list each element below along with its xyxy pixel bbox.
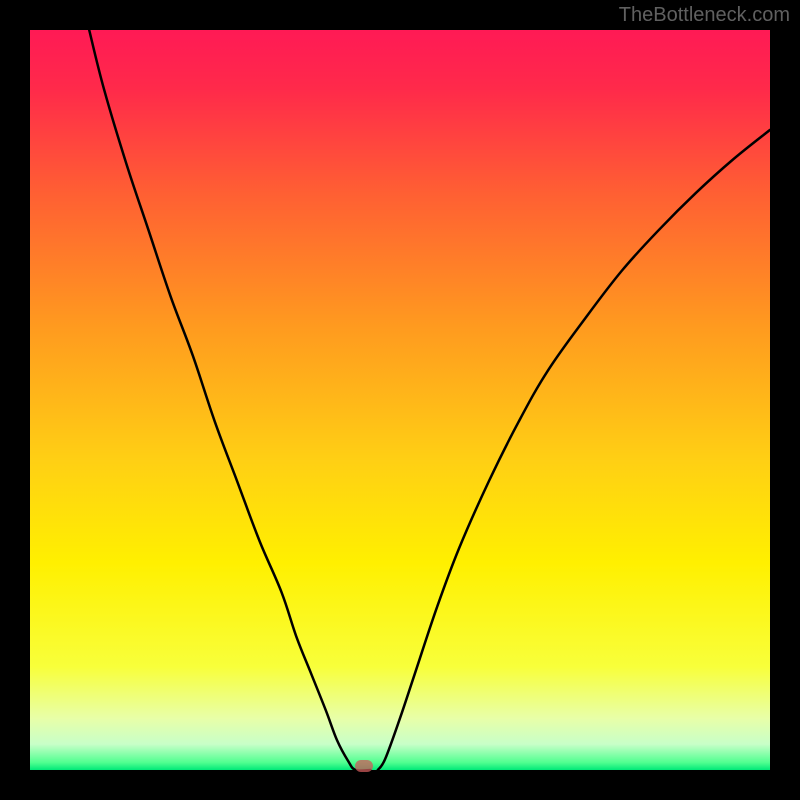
curve-left-branch [89, 30, 370, 770]
watermark-text: TheBottleneck.com [619, 4, 790, 27]
curve-layer [30, 30, 770, 770]
curve-right-branch [378, 130, 770, 770]
plot-area [30, 30, 770, 770]
minimum-marker [355, 760, 373, 772]
